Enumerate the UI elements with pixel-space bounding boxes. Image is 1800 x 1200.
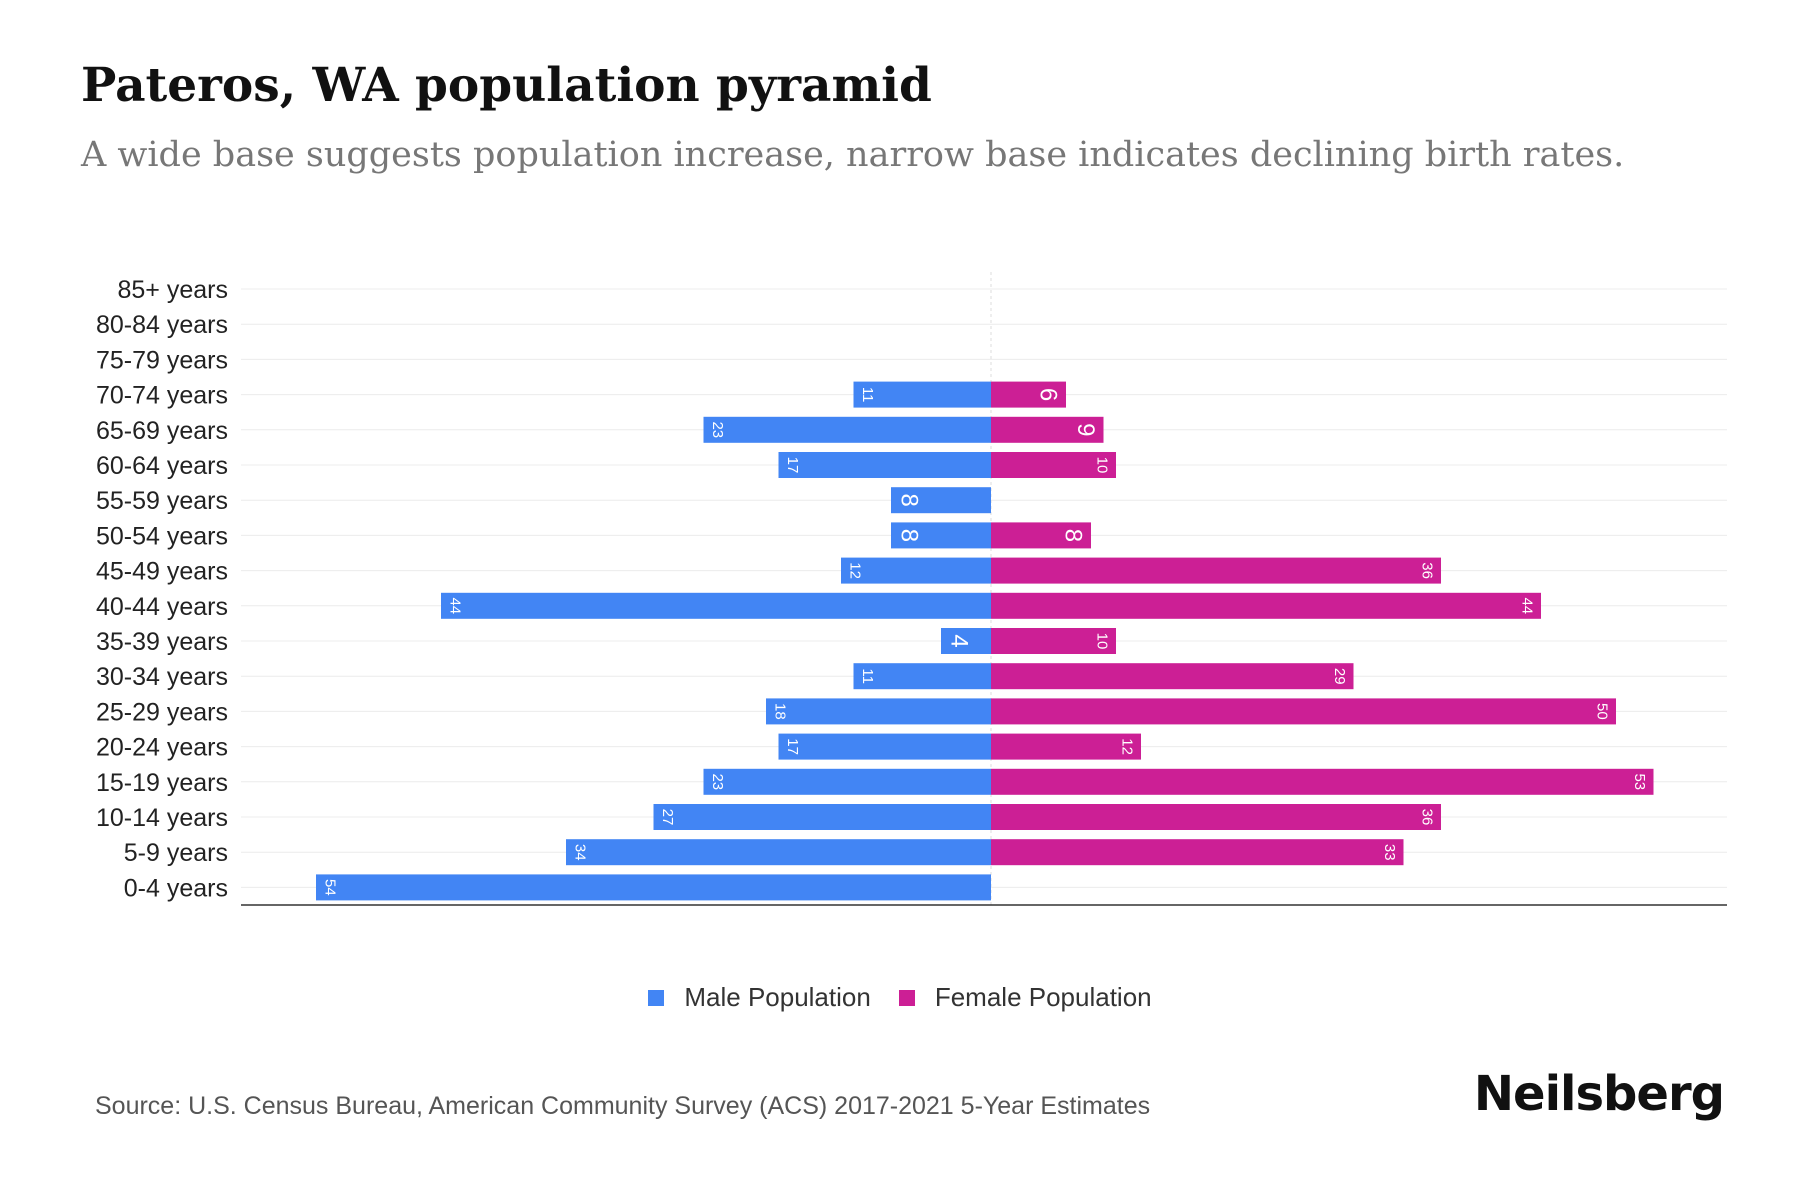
population-pyramid-chart: 85+ years 80-84 years 75-79 years 70-74 yea… (96, 272, 1727, 906)
y-tick-label: 85+ years (118, 276, 229, 304)
y-tick-label: 50-54 years (96, 522, 228, 550)
female-bar (991, 628, 1116, 654)
legend-item-female: Female Population (898, 982, 1152, 1013)
y-tick-label: 25-29 years (96, 698, 228, 726)
male-bar (941, 628, 991, 654)
male-value-label: 8 (896, 494, 923, 507)
legend-label-female: Female Population (934, 982, 1152, 1012)
male-value-label: 54 (322, 879, 339, 896)
male-bar (891, 522, 991, 549)
female-bar (991, 522, 1091, 549)
male-bar (566, 839, 991, 866)
female-bar (991, 592, 1541, 619)
male-bar (891, 487, 991, 514)
male-value-label: 23 (709, 421, 726, 438)
y-tick-label: 15-19 years (96, 769, 228, 797)
y-tick-label: 70-74 years (96, 382, 228, 410)
y-tick-label: 0-4 years (124, 874, 228, 902)
female-value-label: 6 (1035, 388, 1062, 401)
male-bar (778, 733, 991, 760)
male-value-label: 17 (784, 457, 801, 474)
y-tick-label: 45-49 years (96, 558, 228, 586)
y-tick-label: 10-14 years (96, 804, 228, 832)
female-value-label: 10 (1094, 633, 1111, 650)
female-value-label: 50 (1594, 703, 1611, 720)
male-value-label: 44 (447, 597, 464, 614)
female-bar (991, 733, 1141, 760)
y-tick-label: 35-39 years (96, 628, 228, 656)
male-value-label: 8 (896, 529, 923, 542)
male-value-label: 34 (572, 844, 589, 861)
female-value-label: 36 (1419, 809, 1436, 826)
female-value-label: 33 (1381, 844, 1398, 861)
y-tick-label: 55-59 years (96, 487, 228, 515)
source-note: Source: U.S. Census Bureau, American Com… (95, 1092, 1151, 1120)
female-bar (991, 381, 1066, 408)
male-value-label: 11 (859, 668, 876, 684)
male-bar (703, 416, 991, 443)
female-bar (991, 663, 1354, 690)
female-value-label: 44 (1519, 597, 1536, 614)
male-value-label: 17 (784, 738, 801, 755)
male-value-label: 4 (946, 634, 973, 647)
male-bar (841, 557, 991, 584)
legend-swatch-male (648, 989, 665, 1006)
chart-legend: Male Population Female Population (0, 982, 1800, 1013)
male-bar (703, 768, 991, 795)
male-bar (853, 663, 991, 690)
female-bar (991, 698, 1616, 725)
male-bar (653, 804, 991, 830)
female-value-label: 10 (1094, 457, 1111, 474)
chart-subtitle: A wide base suggests population increase… (81, 135, 1625, 175)
female-value-label: 36 (1419, 562, 1436, 579)
female-value-label: 29 (1331, 668, 1348, 685)
y-tick-label: 20-24 years (96, 734, 228, 762)
male-value-label: 23 (709, 773, 726, 790)
male-value-label: 27 (659, 809, 676, 826)
chart-title: Pateros, WA population pyramid (81, 58, 932, 113)
female-bar (991, 452, 1116, 478)
legend-swatch-female (898, 989, 915, 1006)
y-tick-label: 80-84 years (96, 311, 228, 339)
male-value-label: 11 (859, 387, 876, 403)
male-bar (778, 452, 991, 478)
male-bar (316, 874, 991, 901)
legend-label-male: Male Population (684, 982, 871, 1012)
y-tick-label: 5-9 years (124, 839, 228, 867)
y-tick-label: 65-69 years (96, 417, 228, 445)
male-bar (766, 698, 991, 725)
y-tick-label: 75-79 years (96, 346, 228, 374)
legend-item-male: Male Population (648, 982, 871, 1013)
female-bar (991, 839, 1404, 866)
female-bar (991, 557, 1441, 584)
female-value-label: 53 (1631, 773, 1648, 790)
female-value-label: 9 (1072, 423, 1099, 436)
female-bar (991, 768, 1654, 795)
y-tick-label: 30-34 years (96, 663, 228, 691)
female-bar (991, 416, 1104, 443)
male-value-label: 12 (847, 562, 864, 579)
female-value-label: 8 (1060, 529, 1087, 542)
male-bar (853, 381, 991, 408)
female-value-label: 12 (1119, 738, 1136, 755)
y-tick-label: 60-64 years (96, 452, 228, 480)
male-bar (441, 592, 991, 619)
female-bar (991, 804, 1441, 830)
brand-logo: Neilsberg (1473, 1066, 1725, 1122)
y-tick-label: 40-44 years (96, 593, 228, 621)
male-value-label: 18 (772, 703, 789, 720)
